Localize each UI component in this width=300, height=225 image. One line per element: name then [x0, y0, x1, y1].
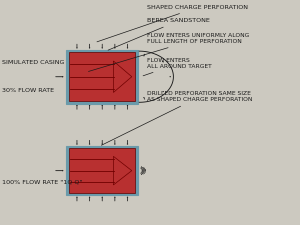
Text: SIMULATED CASING: SIMULATED CASING	[2, 61, 64, 65]
Text: SHAPED CHARGE PERFORATION: SHAPED CHARGE PERFORATION	[97, 5, 248, 42]
Text: BEREA SANDSTONE: BEREA SANDSTONE	[108, 18, 210, 50]
Bar	[66, 50, 138, 104]
Text: 30% FLOW RATE: 30% FLOW RATE	[2, 88, 54, 93]
Polygon shape	[113, 156, 132, 185]
Bar	[66, 146, 138, 195]
Polygon shape	[113, 61, 132, 92]
Text: 100% FLOW RATE "1Q Q": 100% FLOW RATE "1Q Q"	[2, 179, 82, 184]
Bar	[69, 52, 135, 101]
Bar	[69, 148, 135, 193]
Text: FLOW ENTERS UNIFORMLY ALONG
FULL LENGTH OF PERFORATION: FLOW ENTERS UNIFORMLY ALONG FULL LENGTH …	[88, 33, 249, 72]
Text: DRILLED PERFORATION SAME SIZE
AS SHAPED CHARGE PERFORATION: DRILLED PERFORATION SAME SIZE AS SHAPED …	[101, 91, 252, 145]
Text: FLOW ENTERS
ALL AROUND TARGET: FLOW ENTERS ALL AROUND TARGET	[143, 58, 212, 76]
